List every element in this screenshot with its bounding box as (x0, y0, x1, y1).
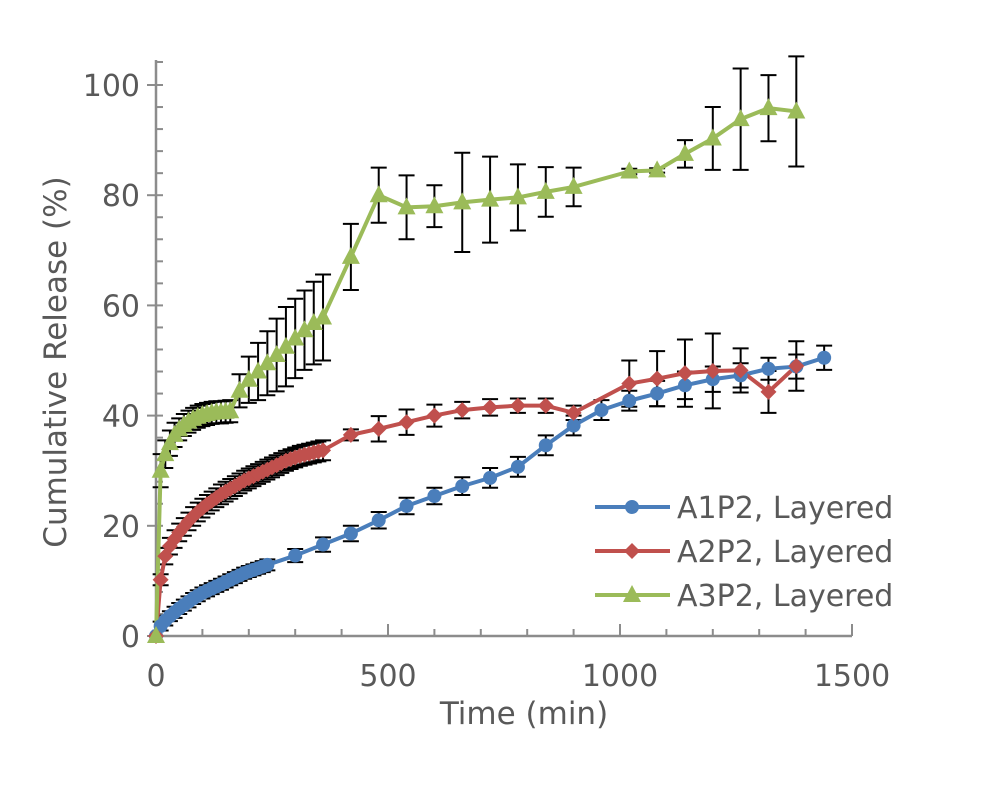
data-point-a3p2-layered (564, 176, 583, 194)
data-point-a1p2-layered (817, 350, 832, 365)
data-point-a1p2-layered (566, 418, 581, 433)
x-tick-label: 500 (359, 659, 416, 694)
legend-marker-a2p2-layered (624, 543, 640, 559)
data-point-a3p2-layered (304, 313, 323, 331)
data-point-a2p2-layered (676, 365, 693, 382)
data-point-a3p2-layered (295, 320, 314, 338)
data-point-a1p2-layered (288, 548, 303, 563)
data-point-a1p2-layered (427, 489, 442, 504)
data-point-a2p2-layered (315, 442, 332, 459)
data-point-a1p2-layered (510, 459, 525, 474)
legend: A1P2, Layered A2P2, Layered A3P2, Layered (595, 491, 893, 614)
legend-item-a2p2-layered: A2P2, Layered (595, 535, 893, 570)
data-point-a2p2-layered (704, 362, 721, 379)
y-tick-label: 0 (121, 620, 140, 655)
data-point-a1p2-layered (343, 526, 358, 541)
data-point-a3p2-layered (508, 187, 527, 205)
data-point-a1p2-layered (399, 498, 414, 513)
data-point-a2p2-layered (370, 420, 387, 437)
data-point-a2p2-layered (621, 375, 638, 392)
data-point-a3p2-layered (425, 196, 444, 214)
x-tick-label: 0 (146, 659, 165, 694)
legend-marker-a3p2-layered (623, 585, 641, 602)
data-point-a3p2-layered (397, 197, 416, 215)
data-point-a1p2-layered (260, 557, 275, 572)
x-axis-title: Time (min) (439, 696, 608, 732)
y-tick-label: 60 (102, 289, 140, 324)
data-point-a2p2-layered (482, 399, 499, 416)
data-point-a2p2-layered (152, 571, 169, 588)
data-point-a2p2-layered (649, 370, 666, 387)
data-point-a3p2-layered (286, 328, 305, 346)
data-point-a3p2-layered (453, 192, 472, 210)
data-point-a3p2-layered (230, 380, 249, 398)
y-tick-label: 100 (83, 69, 140, 104)
data-point-a3p2-layered (369, 185, 388, 203)
data-point-a3p2-layered (151, 460, 170, 478)
tick-labels: 0 500 1000 1500 0 20 40 60 80 100 (83, 69, 890, 694)
legend-marker-a1p2-layered (625, 500, 639, 514)
legend-label-a3p2-layered: A3P2, Layered (677, 579, 893, 614)
data-point-a1p2-layered (483, 470, 498, 485)
x-tick-label: 1000 (582, 659, 658, 694)
data-point-a2p2-layered (398, 414, 415, 431)
data-point-a1p2-layered (594, 403, 609, 418)
legend-label-a2p2-layered: A2P2, Layered (677, 535, 893, 570)
data-point-a2p2-layered (454, 402, 471, 419)
data-point-a2p2-layered (732, 362, 749, 379)
data-point-a3p2-layered (787, 101, 806, 119)
data-point-a2p2-layered (342, 426, 359, 443)
data-point-a3p2-layered (648, 160, 667, 178)
data-point-a3p2-layered (221, 401, 240, 419)
data-point-a3p2-layered (675, 143, 694, 161)
data-point-a2p2-layered (565, 404, 582, 421)
data-point-a3p2-layered (731, 109, 750, 127)
data-point-a2p2-layered (189, 504, 206, 521)
data-point-a2p2-layered (537, 397, 554, 414)
data-point-a2p2-layered (185, 508, 202, 525)
legend-item-a1p2-layered: A1P2, Layered (595, 491, 893, 526)
data-point-a1p2-layered (705, 372, 720, 387)
data-point-a3p2-layered (341, 246, 360, 264)
data-point-a1p2-layered (316, 537, 331, 552)
data-point-a3p2-layered (620, 161, 639, 179)
data-point-a1p2-layered (538, 438, 553, 453)
data-point-a3p2-layered (258, 353, 277, 371)
data-point-a3p2-layered (239, 369, 258, 387)
data-point-a1p2-layered (455, 479, 470, 494)
data-point-a2p2-layered (760, 383, 777, 400)
data-point-a3p2-layered (481, 189, 500, 207)
data-point-a1p2-layered (761, 361, 776, 376)
legend-label-a1p2-layered: A1P2, Layered (677, 491, 893, 526)
data-point-a2p2-layered (509, 397, 526, 414)
data-point-a3p2-layered (536, 181, 555, 199)
y-tick-label: 80 (102, 179, 140, 214)
x-tick-label: 1500 (814, 659, 890, 694)
data-point-a2p2-layered (426, 407, 443, 424)
data-point-a3p2-layered (147, 626, 165, 643)
data-point-a3p2-layered (703, 128, 722, 146)
data-point-a1p2-layered (371, 513, 386, 528)
data-point-a1p2-layered (677, 378, 692, 393)
data-point-a2p2-layered (788, 358, 805, 375)
y-tick-label: 20 (102, 510, 140, 545)
y-tick-label: 40 (102, 400, 140, 435)
data-point-a3p2-layered (759, 98, 778, 116)
y-axis-title: Cumulative Release (%) (38, 176, 74, 547)
legend-item-a3p2-layered: A3P2, Layered (595, 579, 893, 614)
data-point-a3p2-layered (249, 361, 268, 379)
data-point-a3p2-layered (314, 307, 333, 325)
data-point-a3p2-layered (276, 336, 295, 354)
data-point-a1p2-layered (650, 386, 665, 401)
data-point-a3p2-layered (156, 444, 175, 462)
data-point-a1p2-layered (622, 393, 637, 408)
data-point-a3p2-layered (267, 344, 286, 362)
series-markers (147, 98, 832, 644)
